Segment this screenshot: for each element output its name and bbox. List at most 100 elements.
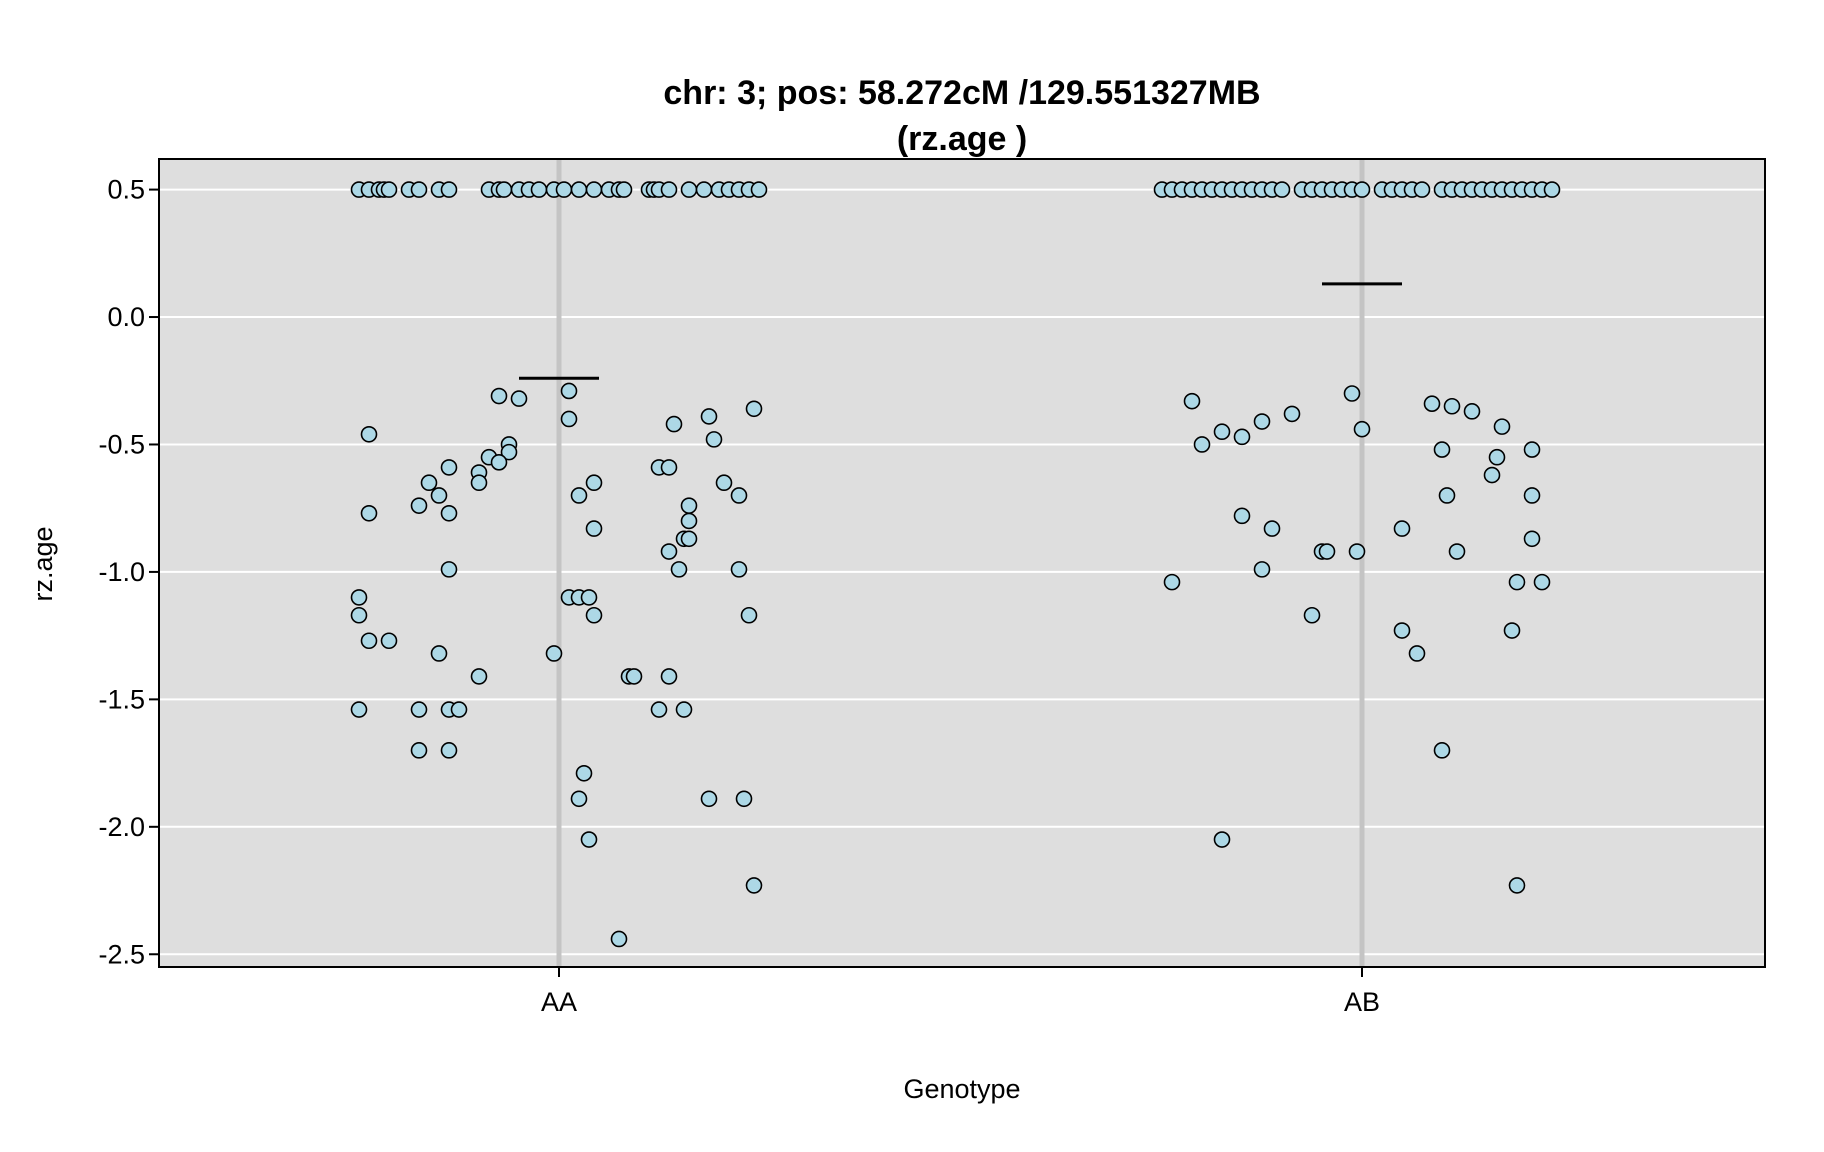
y-tick-label: -2.5: [98, 939, 145, 969]
data-point: [570, 487, 588, 504]
data-point: [680, 181, 698, 198]
data-point: [585, 520, 603, 537]
chart-subtitle: (rz.age ): [897, 120, 1027, 158]
y-axis-ticks: 0.5 0.0 -0.5 -1.0 -1.5 -2.0 -2.5: [98, 175, 159, 969]
data-point: [1353, 181, 1371, 198]
data-point: [580, 589, 598, 606]
y-tick-label: 0.0: [107, 302, 145, 332]
data-point: [1448, 543, 1466, 560]
category-lines: [556, 159, 1365, 967]
data-point: [450, 701, 468, 718]
data-point: [440, 181, 458, 198]
data-point: [1193, 436, 1211, 453]
data-point: [545, 645, 563, 662]
data-point: [495, 181, 513, 198]
data-point: [700, 408, 718, 425]
data-point: [410, 742, 428, 759]
data-point: [660, 668, 678, 685]
data-point: [380, 632, 398, 650]
x-axis-ticks: AA AB: [541, 967, 1380, 1017]
data-point: [705, 431, 723, 448]
data-point: [1318, 543, 1336, 560]
data-point: [440, 561, 458, 578]
plot-border: [158, 158, 1766, 968]
data-point: [575, 764, 593, 782]
data-point: [745, 877, 763, 894]
data-point: [700, 790, 718, 808]
data-point: [1213, 831, 1231, 848]
plot-panel: [159, 159, 1765, 967]
y-tick-label: 0.5: [107, 175, 145, 205]
data-point: [1353, 420, 1371, 438]
data-point: [1508, 877, 1526, 894]
data-point: [440, 742, 458, 759]
data-point: [1393, 622, 1411, 639]
data-point: [1523, 530, 1541, 548]
data-point: [350, 701, 368, 718]
data-point: [735, 790, 753, 808]
data-point: [1463, 403, 1481, 420]
data-point: [410, 701, 428, 718]
data-point: [585, 181, 603, 198]
data-point: [500, 443, 518, 461]
data-point: [440, 504, 458, 522]
data-point: [360, 504, 378, 522]
y-tick-label: -0.5: [98, 429, 145, 459]
y-tick-label: -1.5: [98, 684, 145, 714]
data-point: [410, 181, 428, 198]
data-point: [730, 487, 748, 504]
chart-title: chr: 3; pos: 58.272cM /129.551327MB: [663, 74, 1260, 112]
data-point: [660, 181, 678, 198]
data-point: [360, 632, 378, 650]
data-point: [1183, 392, 1201, 410]
data-point: [625, 668, 643, 685]
x-tick-label-AB: AB: [1344, 987, 1380, 1017]
data-point: [1233, 507, 1251, 525]
data-point: [560, 382, 578, 400]
data-point: [1253, 561, 1271, 578]
data-point: [1503, 622, 1521, 639]
grid-lines: [159, 188, 1765, 956]
data-point: [1438, 487, 1456, 504]
data-point: [470, 474, 488, 492]
data-point: [430, 487, 448, 504]
data-point: [360, 425, 378, 443]
data-point: [1273, 181, 1291, 198]
data-point: [730, 561, 748, 578]
data-point: [670, 561, 688, 578]
data-point: [1283, 405, 1301, 423]
data-point: [1483, 466, 1501, 484]
data-point: [1263, 520, 1281, 537]
data-point: [1433, 441, 1451, 458]
data-point: [1488, 448, 1506, 466]
data-point: [615, 181, 633, 198]
data-point: [680, 530, 698, 548]
y-tick-label: -2.0: [98, 812, 145, 842]
data-point: [490, 387, 508, 405]
data-point: [1493, 418, 1511, 435]
data-point: [680, 512, 698, 530]
data-point: [1393, 520, 1411, 537]
data-point: [560, 410, 578, 428]
data-point: [1533, 573, 1551, 591]
data-point: [470, 668, 488, 685]
data-point: [1213, 423, 1231, 441]
data-point: [580, 831, 598, 848]
data-point: [1233, 428, 1251, 446]
data-point: [1408, 645, 1426, 662]
data-point: [750, 181, 768, 198]
data-point: [1163, 573, 1181, 591]
data-point: [420, 474, 438, 492]
data-point: [1348, 543, 1366, 560]
y-tick-label: -1.0: [98, 557, 145, 587]
data-point: [660, 543, 678, 560]
data-point: [570, 790, 588, 808]
data-point: [680, 497, 698, 514]
data-point: [410, 497, 428, 514]
data-points: [350, 181, 1561, 948]
x-tick-label-AA: AA: [541, 987, 577, 1017]
data-point: [440, 459, 458, 476]
data-point: [715, 474, 733, 492]
data-point: [1443, 397, 1461, 415]
